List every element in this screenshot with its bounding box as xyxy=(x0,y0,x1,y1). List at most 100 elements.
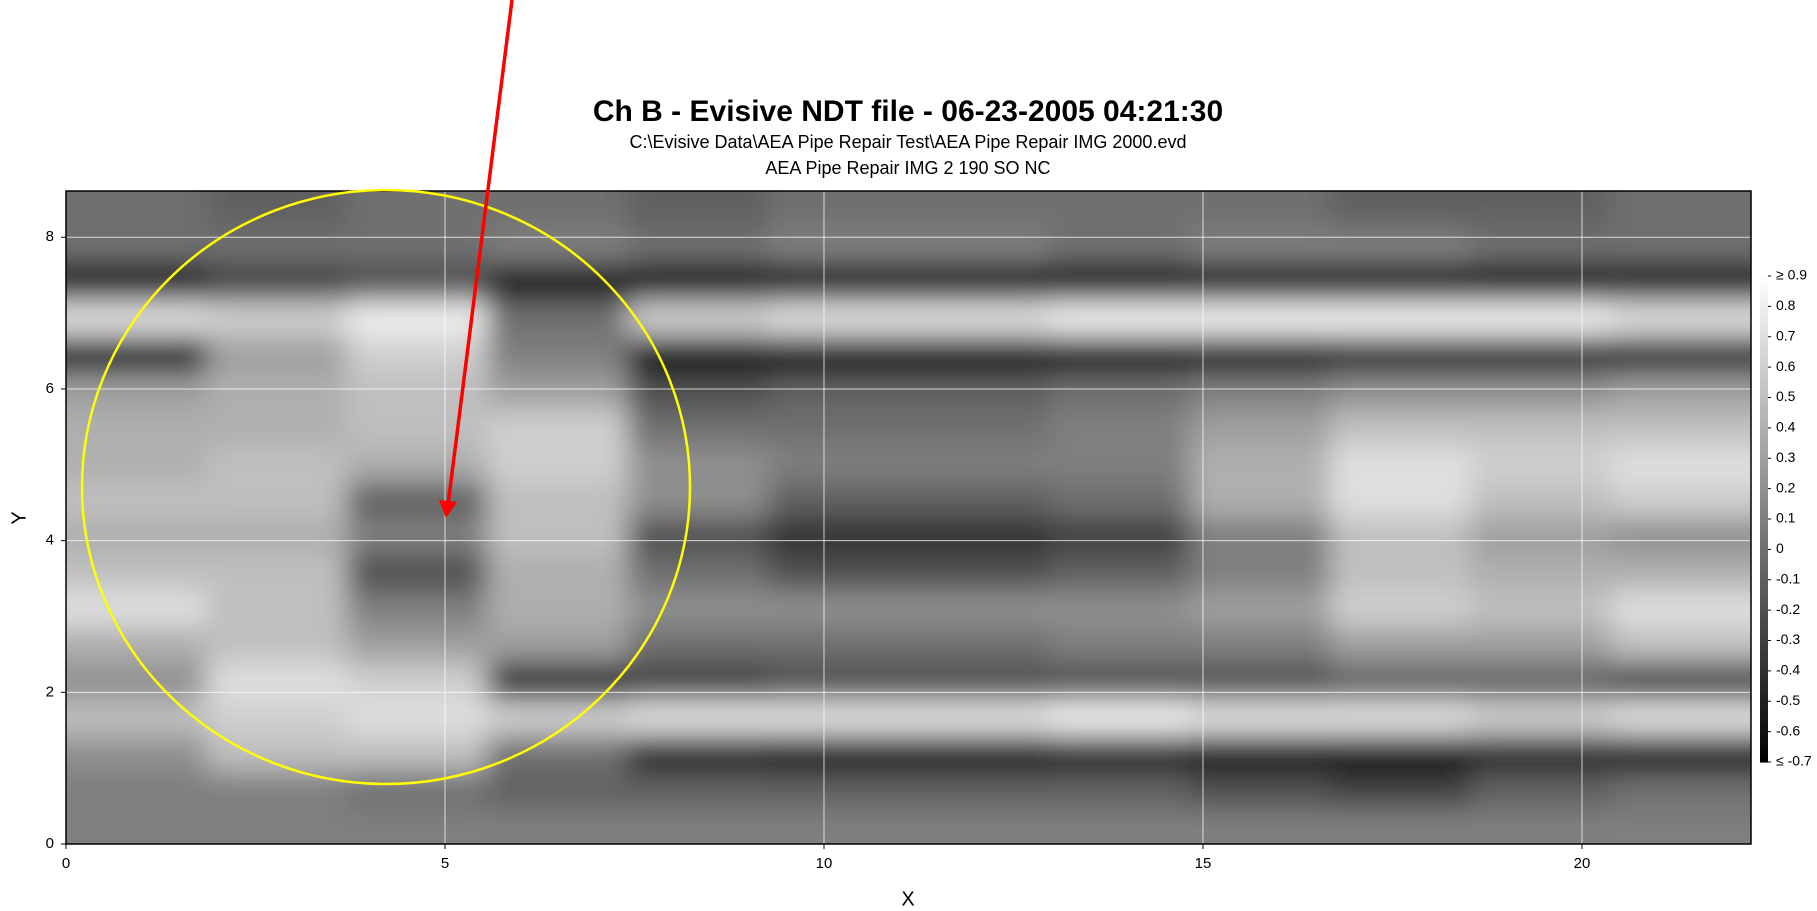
colorbar-swatch xyxy=(1760,701,1768,708)
heatmap-cell xyxy=(346,807,488,844)
heatmap-cell xyxy=(768,372,909,410)
heatmap-cell xyxy=(1048,444,1190,482)
colorbar-swatch xyxy=(1760,604,1768,611)
colorbar-tick-label: ≥ 0.9 xyxy=(1776,267,1807,283)
heatmap-cell xyxy=(1048,481,1190,518)
heatmap-cell xyxy=(627,444,769,482)
heatmap-cell xyxy=(768,263,909,301)
colorbar-swatch xyxy=(1760,488,1768,496)
colorbar-tick-label: 0.2 xyxy=(1776,479,1796,495)
highlight-circle xyxy=(80,188,692,786)
heatmap-cell xyxy=(346,771,488,809)
heatmap-cell xyxy=(1048,626,1190,664)
heatmap-cell xyxy=(1048,517,1190,555)
heatmap-cell xyxy=(1189,372,1331,410)
colorbar-swatch xyxy=(1760,537,1768,544)
heatmap-cell xyxy=(206,481,348,518)
heatmap-cell xyxy=(1329,372,1471,410)
heatmap-cell xyxy=(1470,517,1612,555)
heatmap-cell xyxy=(768,336,909,373)
colorbar-swatch xyxy=(1760,579,1768,587)
heatmap-cell xyxy=(768,408,909,446)
colorbar-swatch xyxy=(1760,403,1768,411)
heatmap-cell xyxy=(66,263,207,301)
heatmap-cell xyxy=(1329,299,1471,337)
colorbar-swatch xyxy=(1760,391,1768,399)
heatmap-cell xyxy=(487,408,629,446)
heatmap-cell xyxy=(1610,662,1751,700)
heatmap-cell xyxy=(1470,481,1612,518)
heatmap-cell xyxy=(206,191,348,228)
heatmap-cell xyxy=(627,191,769,228)
heatmap-cell xyxy=(1610,626,1751,664)
heatmap-cell xyxy=(1329,771,1471,809)
colorbar-tick-label: 0 xyxy=(1776,540,1784,556)
heatmap-cell xyxy=(768,771,909,809)
heatmap-cell xyxy=(1329,662,1471,700)
heatmap-cell xyxy=(627,662,769,700)
heatmap-cell xyxy=(908,481,1050,518)
colorbar-tick-label: 0.8 xyxy=(1776,297,1796,313)
colorbar-swatch xyxy=(1760,616,1768,623)
heatmap-cell xyxy=(206,336,348,373)
heatmap-cell xyxy=(1048,771,1190,809)
heatmap-cell xyxy=(1189,191,1331,228)
colorbar-swatch xyxy=(1760,676,1768,684)
colorbar-tick-label: -0.6 xyxy=(1776,722,1800,738)
heatmap-cell xyxy=(908,408,1050,446)
colorbar-swatch xyxy=(1760,348,1768,356)
heatmap-cell xyxy=(346,227,488,265)
heatmap-cell xyxy=(206,263,348,301)
colorbar-swatch xyxy=(1760,494,1768,502)
heatmap-cell xyxy=(768,191,909,228)
heatmap-cell xyxy=(1470,553,1612,591)
heatmap-cell xyxy=(1470,227,1612,265)
colorbar-swatch xyxy=(1760,440,1768,447)
heatmap-cell xyxy=(768,517,909,555)
heatmap-cell xyxy=(1048,263,1190,301)
colorbar-swatch xyxy=(1760,622,1768,629)
heatmap-cell xyxy=(627,408,769,446)
colorbar-swatch xyxy=(1760,373,1768,380)
heatmap-cell xyxy=(908,336,1050,373)
heatmap-cell xyxy=(66,408,207,446)
colorbar-tick-label: 0.7 xyxy=(1776,327,1796,343)
heatmap-cell xyxy=(1048,590,1190,627)
heatmap-cell xyxy=(487,698,629,736)
heatmap-cell xyxy=(66,662,207,700)
heatmap-cell xyxy=(908,662,1050,700)
heatmap-cell xyxy=(1329,227,1471,265)
heatmap-cell xyxy=(1329,626,1471,664)
heatmap-cell xyxy=(346,263,488,301)
colorbar-swatch xyxy=(1760,354,1768,362)
colorbar-swatch xyxy=(1760,628,1768,636)
colorbar-tick-label: -0.4 xyxy=(1776,662,1800,678)
colorbar-swatch xyxy=(1760,670,1768,678)
heatmap-cell xyxy=(1610,227,1751,265)
heatmap-cell xyxy=(1329,263,1471,301)
heatmap-cell xyxy=(1470,336,1612,373)
heatmap-cell xyxy=(487,444,629,482)
heatmap-cell xyxy=(1470,771,1612,809)
heatmap-cell xyxy=(487,227,629,265)
heatmap-cell xyxy=(206,698,348,736)
heatmap-cell xyxy=(1610,372,1751,410)
heatmap-cell xyxy=(1048,372,1190,410)
colorbar-tick-label: -0.2 xyxy=(1776,601,1800,617)
heatmap-cell xyxy=(768,662,909,700)
colorbar-swatch xyxy=(1760,446,1768,453)
heatmap-cell xyxy=(1610,299,1751,337)
heatmap-cell xyxy=(768,227,909,265)
heatmap-cell xyxy=(627,336,769,373)
heatmap-cell xyxy=(1048,408,1190,446)
colorbar-swatch xyxy=(1760,597,1768,605)
y-tick-label: 4 xyxy=(46,532,54,549)
heatmap xyxy=(66,191,1751,844)
y-tick-label: 0 xyxy=(46,835,54,852)
heatmap-cell xyxy=(1470,372,1612,410)
colorbar-swatch xyxy=(1760,427,1768,435)
heatmap-cell xyxy=(1610,191,1751,228)
heatmap-cell xyxy=(1610,553,1751,591)
colorbar-swatch xyxy=(1760,421,1768,429)
heatmap-cell xyxy=(206,299,348,337)
